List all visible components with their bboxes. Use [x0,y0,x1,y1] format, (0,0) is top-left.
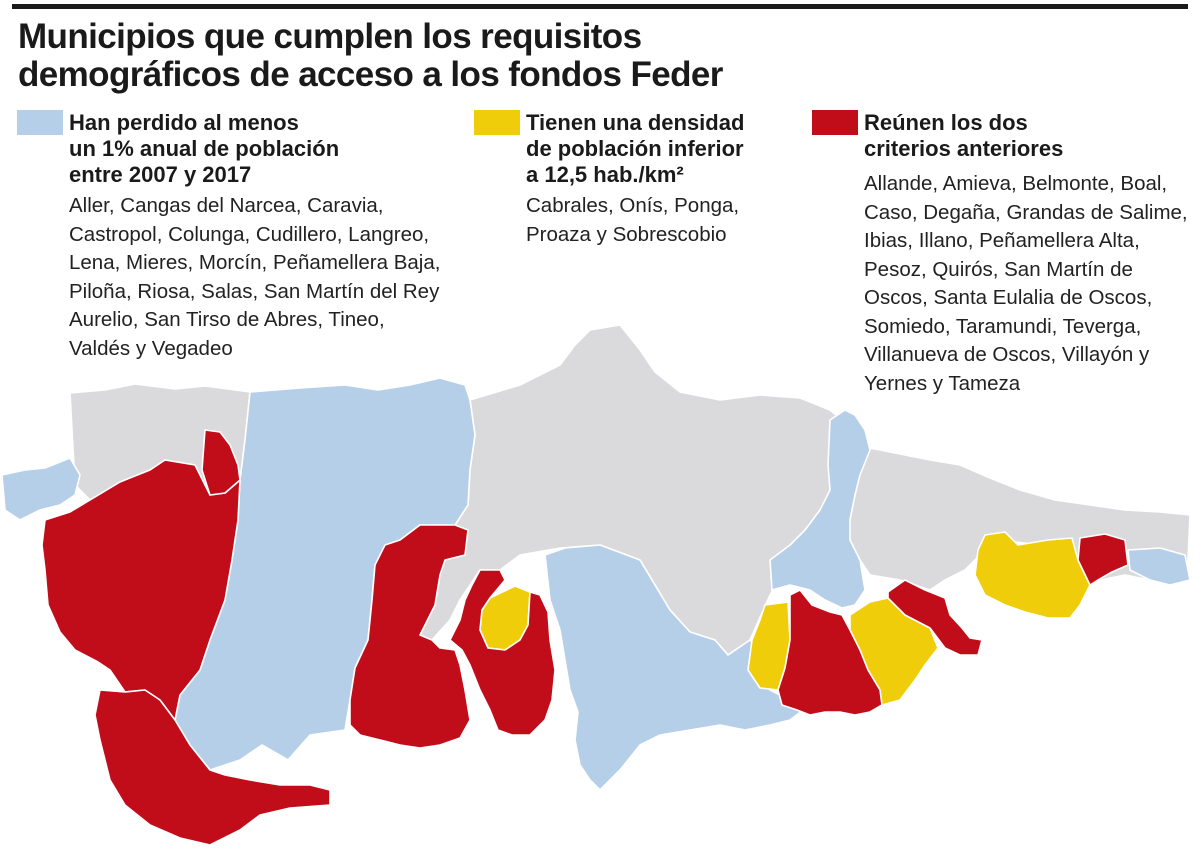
legend-swatch-low-density [474,110,520,135]
map-layer-both-criteria [41,429,1129,846]
municipality-list-line: Valdés y Vegadeo [69,336,233,360]
top-rule [12,4,1188,9]
municipality-list-line: Castropol, Colunga, Cudillero, Langreo, [69,222,430,246]
map-title: Municipios que cumplen los requisitos de… [18,18,918,94]
municipality-area [747,601,791,691]
map-layer-population-loss [1,377,1191,791]
legend-heading-line: entre 2007 y 2017 [69,162,252,187]
municipality-area [544,544,811,791]
municipality-area [449,569,556,736]
municipality-list-line: Lena, Mieres, Morcín, Peñamellera Baja, [69,251,441,274]
title-line: Municipios que cumplen los requisitos [18,17,642,56]
municipality-list-line: Aurelio, San Tirso de Abres, Tineo, [69,308,385,331]
municipality-list-line: Caso, Degaña, Grandas de Salime, [864,200,1188,224]
legend-heading-line: Han perdido al menos [69,110,299,135]
municipality-area [94,689,331,846]
legend-heading: Han perdido al menos un 1% anual de pobl… [69,110,339,188]
legend-heading: Reúnen los dos criterios anteriores [864,110,1063,162]
legend-heading: Tienen una densidad de población inferio… [526,110,744,188]
municipality-area [1127,547,1191,586]
municipality-area [887,579,983,656]
municipality-list-line: Villanueva de Oscos, Villayón y [864,343,1150,366]
municipality-area [1,457,81,521]
legend-heading-line: a 12,5 hab./km² [526,162,684,187]
municipality-list-line: Somiedo, Taramundi, Teverga, [864,314,1142,338]
municipality-list-line: Cabrales, Onís, Ponga, [526,194,740,217]
municipality-list: Cabrales, Onís, Ponga, Proaza y Sobresco… [526,192,739,249]
map-layer-low-density [479,531,1091,706]
title-line: demográficos de acceso a los fondos Fede… [18,55,723,94]
municipality-list-line: Yernes y Tameza [864,371,1021,395]
legend-heading-line: Reúnen los dos [864,110,1028,135]
legend-heading-line: Tienen una densidad [526,110,745,135]
municipality-list: Allande, Amieva, Belmonte, Boal, Caso, D… [864,170,1188,398]
municipality-area [769,409,871,609]
municipality-list-line: Allande, Amieva, Belmonte, Boal, [864,172,1168,195]
legend-heading-line: un 1% anual de población [69,136,340,161]
municipality-area [349,524,471,749]
legend-heading-line: criterios anteriores [864,136,1064,161]
municipality-area [777,589,883,716]
municipality-list-line: Proaza y Sobrescobio [526,222,727,246]
municipality-list-line: Ibias, Illano, Peñamellera Alta, [864,229,1140,252]
legend-swatch-population-loss [17,110,63,135]
municipality-area [201,429,241,496]
municipality-list: Aller, Cangas del Narcea, Caravia, Castr… [69,192,440,363]
legend-swatch-both-criteria [812,110,858,135]
municipality-area [974,531,1091,619]
legend-heading-line: de población inferior [526,136,744,161]
municipality-list-line: Piloña, Riosa, Salas, San Martín del Rey [69,279,440,303]
municipality-area [1077,533,1129,586]
municipality-area [41,459,241,721]
municipality-list-line: Aller, Cangas del Narcea, Caravia, [69,194,384,217]
municipality-list-line: Pesoz, Quirós, San Martín de [864,257,1133,281]
municipality-list-line: Oscos, Santa Eulalia de Oscos, [864,286,1153,309]
